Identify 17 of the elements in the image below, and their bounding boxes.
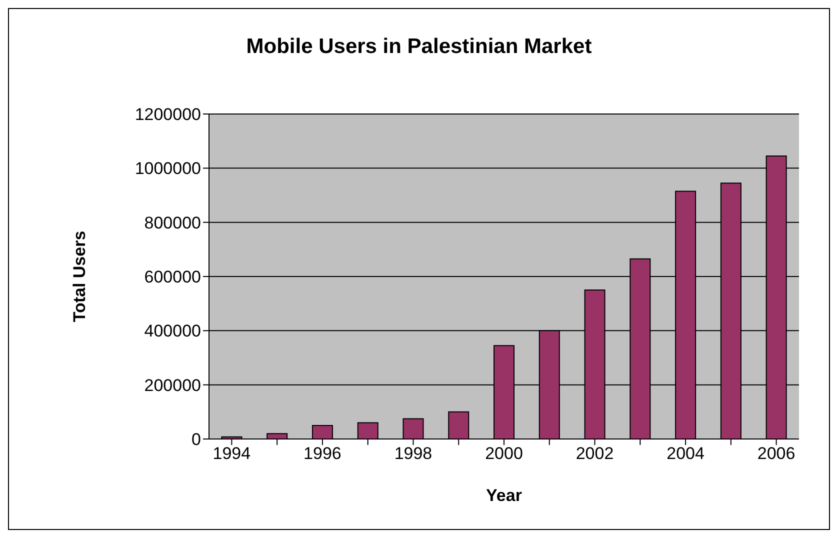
x-tick-label: 2000 [485,444,523,464]
y-tick-label: 1000000 [134,159,201,178]
x-tick-label: 1996 [304,444,342,464]
x-tick-label: 2006 [757,444,796,464]
y-tick-label: 800000 [144,213,201,232]
y-tick-label: 1200000 [134,105,201,124]
x-tick-label: 1998 [394,444,432,464]
x-tick-label: 1994 [212,444,251,464]
y-tick-label: 600000 [144,268,201,287]
chart-title: Mobile Users in Palestinian Market [245,35,593,59]
x-tick-label: 2004 [666,444,704,464]
y-tick-label: 0 [192,430,201,450]
x-tick-label: 2002 [576,444,614,464]
y-tick-label: 400000 [144,322,201,341]
y-axis-title: Total Users [70,230,90,322]
y-tick-label: 200000 [144,376,201,395]
x-axis-title: Year [486,486,522,505]
